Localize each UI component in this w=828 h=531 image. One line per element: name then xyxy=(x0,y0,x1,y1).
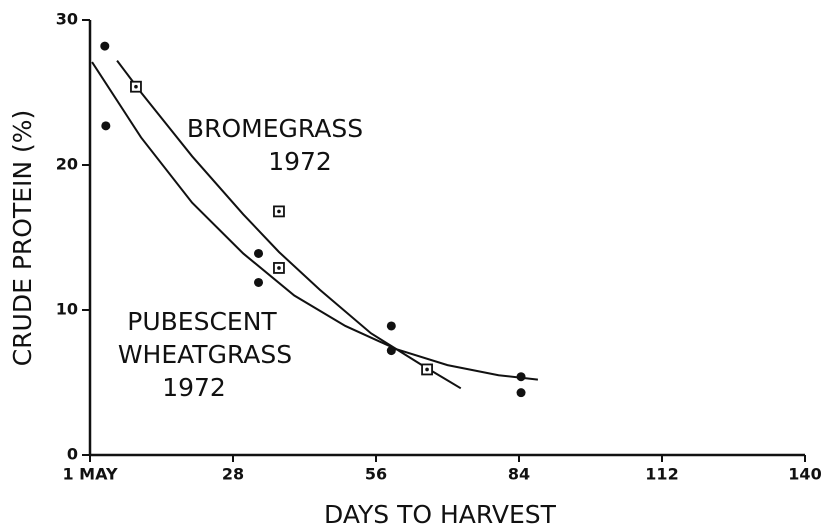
data-point-center xyxy=(425,367,429,372)
x-axis-title: DAYS TO HARVEST xyxy=(324,500,557,529)
annotation: PUBESCENT xyxy=(127,307,277,336)
y-tick-label: 20 xyxy=(56,155,78,174)
data-point xyxy=(254,277,264,287)
fit-curve xyxy=(91,61,539,381)
data-point-center xyxy=(134,84,138,89)
data-point xyxy=(386,321,396,331)
data-point xyxy=(516,388,526,398)
x-tick-label: 140 xyxy=(788,465,821,484)
annotation: 1972 xyxy=(162,373,226,402)
data-point xyxy=(101,121,111,131)
annotation: WHEATGRASS xyxy=(118,340,292,369)
data-point-center xyxy=(277,266,281,270)
fit-curve xyxy=(116,59,462,390)
annotation: 1972 xyxy=(268,147,332,176)
data-point xyxy=(254,248,264,258)
y-tick-label: 30 xyxy=(56,10,78,29)
data-point-center xyxy=(277,209,281,214)
x-tick-label: 112 xyxy=(645,465,678,484)
x-tick-label: 1 MAY xyxy=(62,465,117,484)
annotation: BROMEGRASS xyxy=(187,114,363,143)
x-tick-label: 56 xyxy=(365,465,387,484)
data-point xyxy=(100,41,110,51)
data-point xyxy=(516,372,526,382)
x-tick-label: 28 xyxy=(222,465,244,484)
x-tick-label: 84 xyxy=(508,465,530,484)
y-tick-label: 10 xyxy=(56,300,78,319)
y-axis-title: CRUDE PROTEIN (%) xyxy=(8,110,37,367)
y-tick-label: 0 xyxy=(67,445,78,464)
